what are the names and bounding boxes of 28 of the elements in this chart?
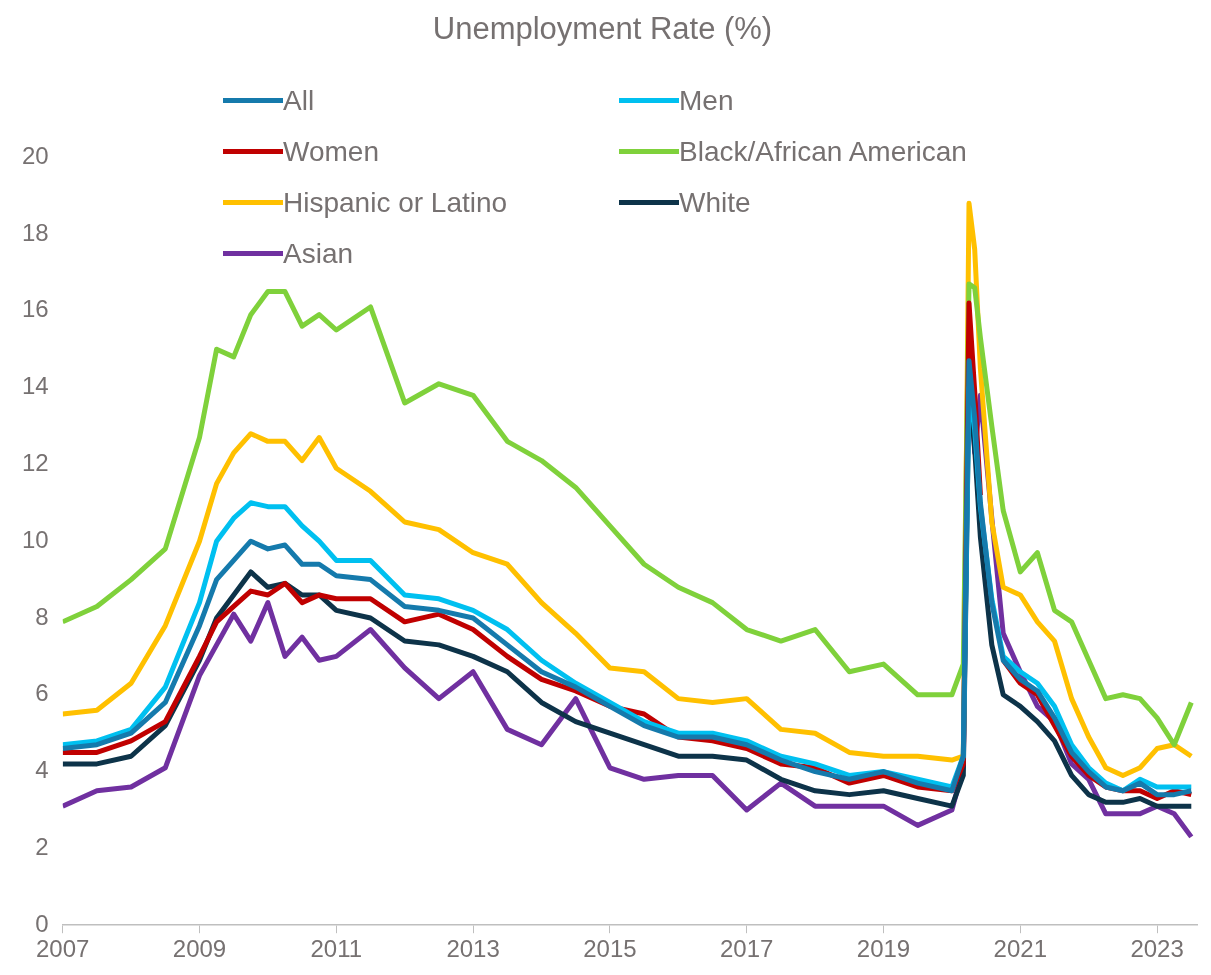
legend-label: Asian <box>283 237 354 270</box>
y-tick-label: 14 <box>21 372 49 400</box>
x-tick-label: 2019 <box>856 935 911 963</box>
x-tick-label: 2021 <box>993 935 1047 963</box>
y-tick-label: 4 <box>35 756 49 784</box>
x-tick-label: 2013 <box>446 935 500 963</box>
x-tick-label: 2017 <box>720 935 774 963</box>
y-tick-label: 20 <box>21 141 49 169</box>
y-tick-label: 6 <box>35 679 49 707</box>
legend-label: Women <box>283 135 379 168</box>
y-tick-label: 2 <box>35 833 49 861</box>
x-tick-label: 2023 <box>1130 935 1184 963</box>
x-tick-label: 2007 <box>36 935 90 963</box>
y-tick-label: 0 <box>35 909 49 937</box>
chart-title: Unemployment Rate (%) <box>432 11 773 47</box>
y-tick-label: 12 <box>21 449 49 477</box>
legend-label: All <box>283 84 315 117</box>
legend-label: White <box>679 186 751 219</box>
legend-label: Men <box>679 84 734 117</box>
y-tick-label: 18 <box>21 218 49 246</box>
legend-label: Black/African American <box>679 135 967 168</box>
y-tick-label: 16 <box>21 295 49 323</box>
x-tick-label: 2009 <box>172 935 227 963</box>
x-tick-label: 2011 <box>310 935 363 963</box>
y-tick-label: 8 <box>35 602 49 630</box>
y-tick-label: 10 <box>21 525 49 553</box>
legend-label: Hispanic or Latino <box>283 186 508 219</box>
x-tick-label: 2015 <box>583 935 637 963</box>
